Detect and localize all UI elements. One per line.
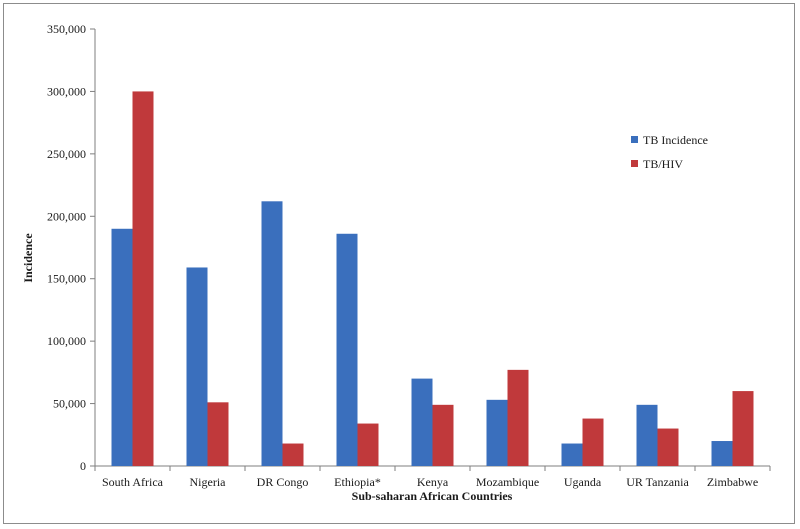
x-tick-label: Kenya — [417, 475, 449, 489]
x-tick-label: DR Congo — [257, 475, 309, 489]
bar — [582, 418, 604, 466]
y-axis-title: Incidence — [21, 233, 35, 283]
bar — [186, 267, 208, 466]
x-tick-label: Ethiopia* — [334, 475, 381, 489]
y-axis: 0 50,000 100,000 150,000 200,000 250,000 300,0… — [47, 22, 96, 473]
bar — [636, 404, 658, 466]
x-tick-label: Nigeria — [190, 475, 227, 489]
bar — [486, 399, 508, 466]
bar — [507, 369, 529, 466]
legend-label: TB Incidence — [643, 133, 708, 147]
x-tick-label: South Africa — [102, 475, 164, 489]
y-tick-label: 100,000 — [47, 334, 86, 348]
x-tick-label: Uganda — [564, 475, 602, 489]
y-tick-label: 50,000 — [53, 397, 86, 411]
legend-swatch — [631, 136, 638, 143]
x-axis: South Africa Nigeria DR Congo Ethiopia* Keny… — [94, 465, 771, 489]
bar — [261, 201, 283, 466]
bar — [561, 443, 583, 466]
y-tick-label: 150,000 — [47, 272, 86, 286]
bar — [207, 402, 229, 466]
bar — [432, 404, 454, 466]
bar — [411, 378, 433, 466]
x-tick-label: Zimbabwe — [707, 475, 758, 489]
y-tick-label: 200,000 — [47, 209, 86, 223]
legend-label: TB/HIV — [643, 157, 683, 171]
y-tick-label: 0 — [80, 459, 86, 473]
y-tick-label: 250,000 — [47, 147, 86, 161]
bars — [111, 91, 754, 466]
x-tick-label: Mozambique — [476, 475, 539, 489]
x-tick-label: UR Tanzania — [626, 475, 689, 489]
bar — [282, 443, 304, 466]
bar — [732, 391, 754, 466]
y-tick-label: 300,000 — [47, 84, 86, 98]
y-tick-label: 350,000 — [47, 22, 86, 36]
bar — [657, 428, 679, 466]
bar — [711, 441, 733, 466]
bar — [111, 228, 133, 466]
x-axis-title: Sub-saharan African Countries — [352, 489, 513, 503]
bar — [336, 233, 358, 466]
bar — [132, 91, 154, 466]
legend: TB Incidence TB/HIV — [631, 133, 708, 171]
legend-swatch — [631, 160, 638, 167]
bar — [357, 423, 379, 466]
